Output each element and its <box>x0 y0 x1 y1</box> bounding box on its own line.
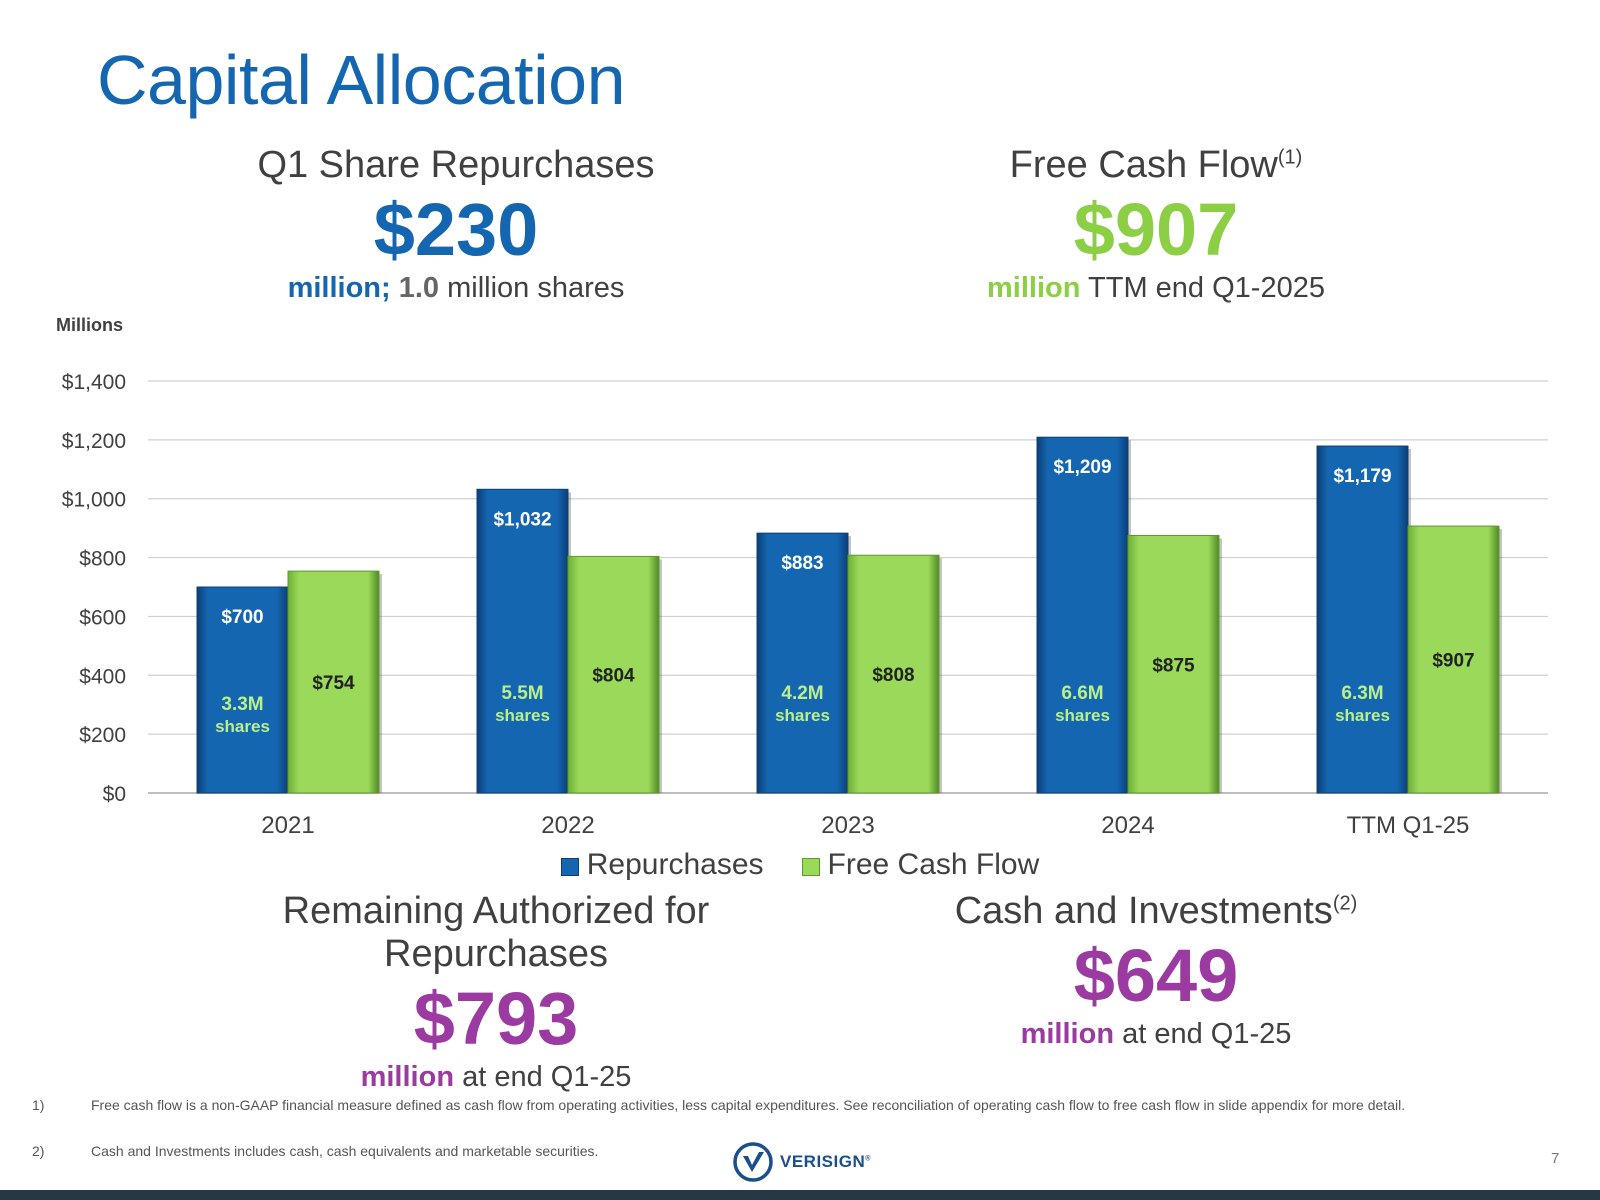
kpi-cash-heading: Cash and Investments(2) <box>836 890 1476 933</box>
bar-fcf <box>1407 525 1500 794</box>
kpi-remaining-sub: million at end Q1-25 <box>176 1061 816 1094</box>
kpi-remaining-sub-bold: million <box>360 1061 455 1094</box>
x-tick-label: 2024 <box>1101 812 1154 839</box>
x-tick-label: TTM Q1-25 <box>1347 812 1470 839</box>
kpi-repurchases-value: $230 <box>373 188 539 271</box>
footnote-2-number: 2) <box>32 1143 45 1159</box>
bar-fcf <box>567 555 660 794</box>
kpi-remaining-authorized: Remaining Authorized for Repurchases $79… <box>176 890 816 1094</box>
bar-fcf <box>1127 535 1220 794</box>
verisign-logo-mark: ® <box>865 1155 871 1163</box>
data-label-repurchases: $700 <box>221 607 263 628</box>
y-tick-label: $0 <box>103 783 126 806</box>
kpi-remaining-heading: Remaining Authorized for Repurchases <box>282 890 710 975</box>
kpi-repurchases-sub: million; 1.0 million shares <box>136 272 776 305</box>
bar-repurchases <box>1036 436 1129 794</box>
data-label-repurchases: $1,209 <box>1053 457 1111 478</box>
kpi-share-repurchases: Q1 Share Repurchases $230 million; 1.0 m… <box>136 144 776 305</box>
x-tick-label: 2022 <box>541 812 594 839</box>
y-tick-label: $200 <box>79 724 126 747</box>
kpi-cash-sub-rest: at end Q1-25 <box>1122 1018 1292 1051</box>
y-tick-label: $1,000 <box>62 489 126 512</box>
footnote-2-text: Cash and Investments includes cash, cash… <box>91 1143 599 1159</box>
kpi-remaining-sub-rest: at end Q1-25 <box>462 1061 632 1094</box>
x-tick-label: 2023 <box>821 812 874 839</box>
kpi-fcf-sub-bold: million <box>987 272 1081 305</box>
data-label-fcf: $875 <box>1152 655 1195 676</box>
legend-item-repurchases: Repurchases <box>560 848 764 882</box>
bar-fcf <box>847 554 940 794</box>
kpi-repurchases-sub-rest: million shares <box>447 272 625 305</box>
y-tick-label: $800 <box>79 548 126 571</box>
page-number: 7 <box>1551 1150 1560 1167</box>
kpi-repurchases-sub-num: 1.0 <box>398 272 440 305</box>
data-label-shares-word: shares <box>495 706 550 725</box>
kpi-cash-sub-bold: million <box>1020 1018 1115 1051</box>
data-label-repurchases: $1,179 <box>1333 466 1391 487</box>
data-label-fcf: $907 <box>1432 651 1474 672</box>
y-tick-label: $1,200 <box>62 430 126 453</box>
verisign-logo: VERISIGN® <box>732 1141 871 1183</box>
y-tick-label: $400 <box>79 665 126 688</box>
repurchases-fcf-bar-chart: Millions $0 $200 $400 $600 $800 $1,000 $1,200 $… <box>56 315 1548 839</box>
data-label-repurchases: $883 <box>781 553 823 574</box>
kpi-cash-investments: Cash and Investments(2) $649 million at … <box>836 890 1476 1051</box>
data-label-shares: 5.5M <box>501 683 543 704</box>
x-tick-label: 2021 <box>261 812 314 839</box>
y-tick-label: $600 <box>79 606 126 629</box>
kpi-fcf-heading-text: Free Cash Flow <box>1009 144 1278 186</box>
kpi-cash-heading-text: Cash and Investments <box>954 890 1333 932</box>
kpi-free-cash-flow: Free Cash Flow(1) $907 million TTM end Q… <box>836 144 1476 305</box>
kpi-repurchases-heading: Q1 Share Repurchases <box>257 144 655 186</box>
legend-label-repurchases: Repurchases <box>586 848 764 881</box>
footnote-1-text: Free cash flow is a non-GAAP financial m… <box>91 1097 1406 1113</box>
data-label-shares: 3.3M <box>221 694 263 715</box>
data-label-shares: 4.2M <box>781 683 823 704</box>
data-label-shares-word: shares <box>1055 706 1110 725</box>
legend-item-fcf: Free Cash Flow <box>801 848 1040 882</box>
kpi-cash-value: $649 <box>1073 934 1239 1017</box>
kpi-cash-footnote-ref: (2) <box>1332 892 1358 915</box>
verisign-logo-text: VERISIGN® <box>780 1152 871 1172</box>
legend-label-fcf: Free Cash Flow <box>827 848 1040 881</box>
data-label-shares-word: shares <box>1335 706 1390 725</box>
data-label-fcf: $808 <box>872 665 914 686</box>
data-label-repurchases: $1,032 <box>493 509 551 530</box>
kpi-fcf-footnote-ref: (1) <box>1277 146 1303 169</box>
kpi-repurchases-sub-bold: million; <box>287 272 391 305</box>
bottom-bar <box>0 1190 1600 1200</box>
legend-swatch-fcf <box>801 858 820 876</box>
bar-repurchases <box>196 586 289 794</box>
kpi-fcf-sub-rest: TTM end Q1-2025 <box>1088 272 1325 305</box>
kpi-cash-sub: million at end Q1-25 <box>836 1018 1476 1051</box>
data-label-shares-word: shares <box>775 706 830 725</box>
data-label-fcf: $754 <box>312 673 355 694</box>
footnote-1-number: 1) <box>32 1097 45 1113</box>
data-label-fcf: $804 <box>592 666 635 687</box>
kpi-fcf-value: $907 <box>1073 188 1239 271</box>
chart-legend: Repurchases Free Cash Flow <box>0 848 1600 882</box>
verisign-logo-word: VERISIGN <box>780 1152 866 1171</box>
y-tick-label: $1,400 <box>62 371 126 394</box>
chart-unit-label: Millions <box>56 315 123 335</box>
bar-repurchases <box>756 532 849 794</box>
bar-fcf <box>287 570 380 794</box>
page-title: Capital Allocation <box>97 41 626 119</box>
kpi-fcf-sub: million TTM end Q1-2025 <box>836 272 1476 305</box>
data-label-shares-word: shares <box>215 717 270 736</box>
verisign-check-icon <box>733 1142 773 1182</box>
legend-swatch-repurchases <box>560 858 579 876</box>
kpi-remaining-value: $793 <box>413 977 579 1060</box>
bar-repurchases <box>1316 445 1409 794</box>
data-label-shares: 6.6M <box>1061 683 1103 704</box>
bar-repurchases <box>476 488 569 794</box>
kpi-fcf-heading: Free Cash Flow(1) <box>836 144 1476 187</box>
data-label-shares: 6.3M <box>1341 683 1383 704</box>
